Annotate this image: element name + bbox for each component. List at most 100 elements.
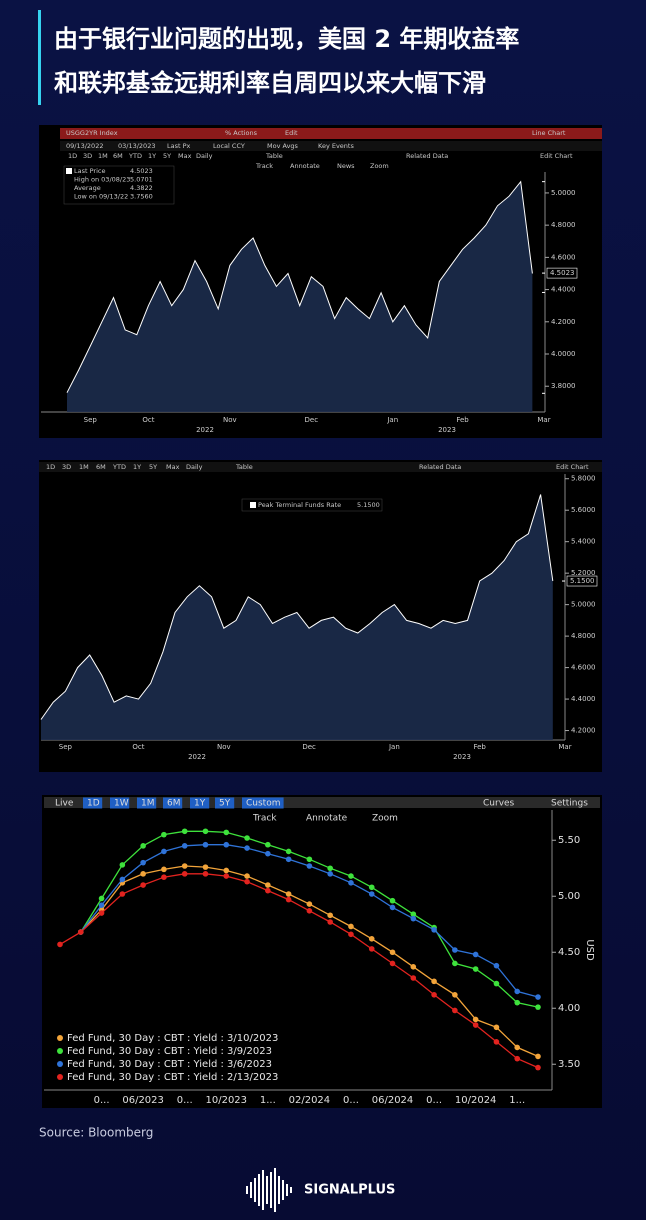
toolbar-item[interactable]: 1D (87, 799, 100, 809)
series-point (493, 980, 500, 987)
toolbar-item[interactable]: USGG2YR Index (66, 129, 118, 137)
toolbar-item[interactable]: 6M (113, 152, 123, 160)
toolbar-item[interactable]: Daily (196, 152, 213, 160)
toolbar-item[interactable]: Annotate (306, 814, 348, 824)
series-point (431, 992, 437, 998)
toolbar-item[interactable]: Max (178, 152, 192, 160)
series-point (161, 848, 167, 855)
y-tick-label: 4.6000 (551, 253, 576, 261)
x-group-label: 2022 (196, 426, 214, 434)
toolbar-item[interactable]: Last Px (167, 142, 191, 150)
toolbar-item[interactable]: Table (235, 463, 253, 471)
series-point (472, 1016, 479, 1023)
toolbar-item[interactable]: 1Y (133, 463, 141, 471)
toolbar-item[interactable]: Live (55, 799, 74, 809)
toolbar-item[interactable]: 1M (141, 799, 155, 809)
y-tick-label: 5.0000 (551, 189, 576, 197)
toolbar-item[interactable]: Annotate (290, 162, 320, 170)
toolbar-item[interactable]: Table (265, 152, 283, 160)
legend-value: 5.0701 (130, 176, 153, 184)
toolbar-item[interactable]: Track (255, 162, 273, 170)
toolbar-item[interactable]: Edit Chart (540, 152, 573, 160)
x-group-label: 2023 (438, 426, 456, 434)
series-point (431, 927, 437, 933)
toolbar-item[interactable]: Local CCY (213, 142, 245, 150)
toolbar-item[interactable]: 1W (114, 799, 129, 809)
x-tick-label: Dec (302, 743, 316, 751)
toolbar-item[interactable]: Line Chart (532, 129, 566, 137)
y-tick-label: 4.0000 (551, 350, 576, 358)
toolbar-item[interactable]: 3D (83, 152, 92, 160)
series-point (202, 841, 209, 848)
x-tick-label: 0... (94, 1095, 110, 1106)
series-point (98, 895, 105, 902)
toolbar-item[interactable]: Edit Chart (556, 463, 589, 471)
x-tick-label: 0... (343, 1095, 359, 1106)
toolbar-item[interactable]: 1Y (194, 799, 206, 809)
toolbar-item[interactable]: Related Data (419, 463, 461, 471)
chart-panel (42, 795, 602, 1108)
toolbar-item[interactable]: Daily (186, 463, 203, 471)
series-point (368, 946, 375, 952)
x-tick-label: 10/2024 (455, 1095, 497, 1106)
legend-marker (57, 1061, 63, 1067)
toolbar-item[interactable]: 1D (68, 152, 77, 160)
toolbar-item[interactable]: YTD (128, 152, 142, 160)
toolbar-button (215, 797, 235, 809)
legend-label: Last Price (74, 167, 105, 175)
toolbar-button (190, 797, 210, 809)
toolbar-item[interactable]: 09/13/2022 (66, 142, 103, 150)
series-point (265, 850, 271, 857)
y-tick-label: 4.00 (558, 1003, 580, 1014)
series-point (140, 882, 146, 888)
x-tick-label: 10/2023 (205, 1095, 247, 1106)
toolbar-item[interactable]: 03/13/2023 (118, 142, 155, 150)
legend-marker (57, 1035, 63, 1041)
x-group-label: 2022 (188, 753, 206, 761)
series-point (493, 1039, 500, 1045)
series-point (306, 901, 313, 907)
toolbar-strip (39, 462, 602, 472)
series-point (389, 949, 396, 956)
y-tick-label: 4.4000 (571, 695, 596, 703)
legend-label: Fed Fund, 30 Day : CBT : Yield : 3/10/20… (67, 1033, 278, 1044)
toolbar-item[interactable]: Edit (285, 129, 298, 137)
toolbar-item[interactable]: 1M (98, 152, 108, 160)
toolbar-item[interactable]: News (337, 162, 355, 170)
toolbar-item[interactable]: Max (166, 463, 180, 471)
toolbar-item[interactable]: 5Y (163, 152, 171, 160)
toolbar-item[interactable]: 1Y (148, 152, 156, 160)
toolbar-item[interactable]: Key Events (318, 142, 354, 150)
toolbar-button (242, 797, 284, 809)
source: Source: Bloomberg (39, 1126, 153, 1140)
toolbar-item[interactable]: Custom (246, 799, 280, 809)
toolbar-strip (60, 141, 602, 151)
toolbar-item[interactable]: Related Data (406, 152, 448, 160)
series-point (389, 960, 396, 967)
toolbar-item[interactable]: Mov Avgs (267, 142, 299, 150)
toolbar-item[interactable]: Track (252, 814, 277, 824)
series-point (181, 843, 188, 849)
legend-label: Fed Fund, 30 Day : CBT : Yield : 3/6/202… (67, 1059, 272, 1070)
y-tick-label: 5.8000 (571, 475, 596, 483)
x-tick-label: Feb (456, 416, 469, 424)
toolbar-item[interactable]: 1D (46, 463, 55, 471)
toolbar-item[interactable]: Zoom (372, 814, 398, 824)
series-point (244, 845, 250, 851)
toolbar-item[interactable]: Zoom (370, 162, 389, 170)
series-point (348, 931, 354, 938)
toolbar-item[interactable]: 1M (79, 463, 89, 471)
toolbar-item[interactable]: 3D (62, 463, 71, 471)
toolbar-item[interactable]: YTD (112, 463, 126, 471)
toolbar-item[interactable]: 5Y (219, 799, 231, 809)
toolbar-item[interactable]: 5Y (149, 463, 157, 471)
y-tick-label: 4.6000 (571, 664, 596, 672)
series-point (410, 911, 417, 917)
toolbar-item[interactable]: Settings (551, 799, 588, 809)
series-point (348, 880, 354, 886)
toolbar-item[interactable]: 6M (96, 463, 106, 471)
toolbar-button (163, 797, 183, 809)
toolbar-item[interactable]: Curves (483, 799, 515, 809)
toolbar-item[interactable]: % Actions (225, 129, 258, 137)
toolbar-item[interactable]: 6M (167, 799, 181, 809)
